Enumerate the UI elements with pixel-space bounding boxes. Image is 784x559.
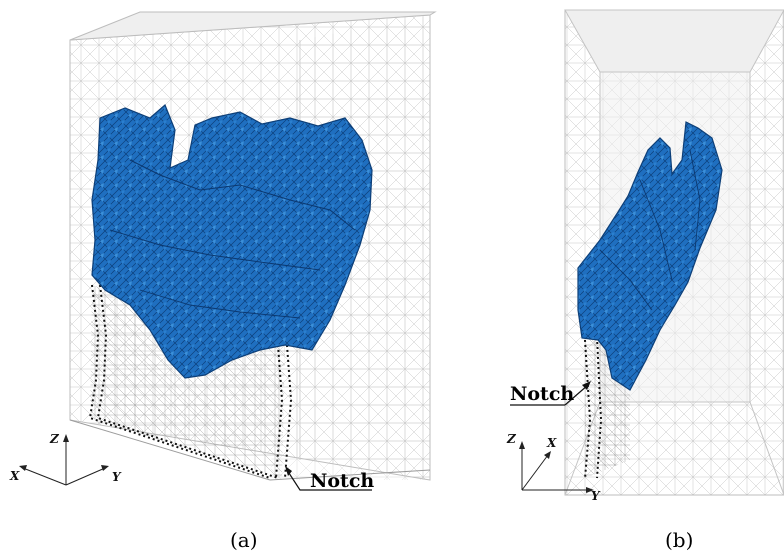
panel-a-x-label: X [9, 469, 20, 483]
panel-a: Z X Y Notch [9, 11, 437, 492]
panel-b-y-label: Y [591, 489, 601, 503]
panel-a-y-label: Y [112, 470, 122, 484]
panel-a-notch-label: Notch [310, 470, 374, 492]
panel-b-crack-surface [577, 121, 723, 391]
panel-a-axis-triad: Z X Y [9, 432, 122, 486]
panel-b-caption: (b) [665, 528, 694, 552]
panel-a-caption: (a) [230, 528, 258, 552]
panel-a-notch-callout: Notch [285, 466, 374, 492]
panel-a-z-label: Z [49, 432, 60, 446]
panel-b-notch-label: Notch [510, 383, 574, 405]
panel-b-notch-callout: Notch [510, 381, 591, 406]
panel-a-crack-surface [91, 103, 373, 379]
panel-b-x-label: X [546, 436, 557, 450]
panel-b-z-label: Z [506, 432, 517, 446]
panel-b: Z X Y Notch [506, 9, 784, 503]
panel-b-axis-triad: Z X Y [506, 432, 601, 503]
